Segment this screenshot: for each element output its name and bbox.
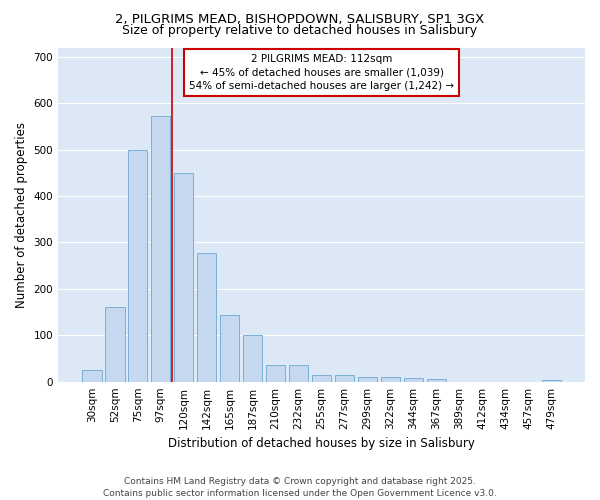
Bar bbox=[335, 374, 354, 382]
Text: Contains HM Land Registry data © Crown copyright and database right 2025.
Contai: Contains HM Land Registry data © Crown c… bbox=[103, 476, 497, 498]
Bar bbox=[380, 377, 400, 382]
Bar bbox=[289, 366, 308, 382]
Bar bbox=[542, 380, 561, 382]
Text: 2 PILGRIMS MEAD: 112sqm
← 45% of detached houses are smaller (1,039)
54% of semi: 2 PILGRIMS MEAD: 112sqm ← 45% of detache… bbox=[189, 54, 454, 90]
Bar bbox=[105, 308, 125, 382]
Bar bbox=[82, 370, 101, 382]
Bar bbox=[266, 366, 286, 382]
Bar bbox=[128, 150, 148, 382]
Bar bbox=[197, 252, 217, 382]
Y-axis label: Number of detached properties: Number of detached properties bbox=[15, 122, 28, 308]
Bar bbox=[427, 380, 446, 382]
Bar bbox=[220, 316, 239, 382]
Bar bbox=[151, 116, 170, 382]
Text: Size of property relative to detached houses in Salisbury: Size of property relative to detached ho… bbox=[122, 24, 478, 37]
Bar bbox=[243, 336, 262, 382]
Bar bbox=[404, 378, 423, 382]
Text: 2, PILGRIMS MEAD, BISHOPDOWN, SALISBURY, SP1 3GX: 2, PILGRIMS MEAD, BISHOPDOWN, SALISBURY,… bbox=[115, 12, 485, 26]
Bar bbox=[312, 374, 331, 382]
Bar bbox=[174, 173, 193, 382]
X-axis label: Distribution of detached houses by size in Salisbury: Distribution of detached houses by size … bbox=[168, 437, 475, 450]
Bar bbox=[358, 377, 377, 382]
